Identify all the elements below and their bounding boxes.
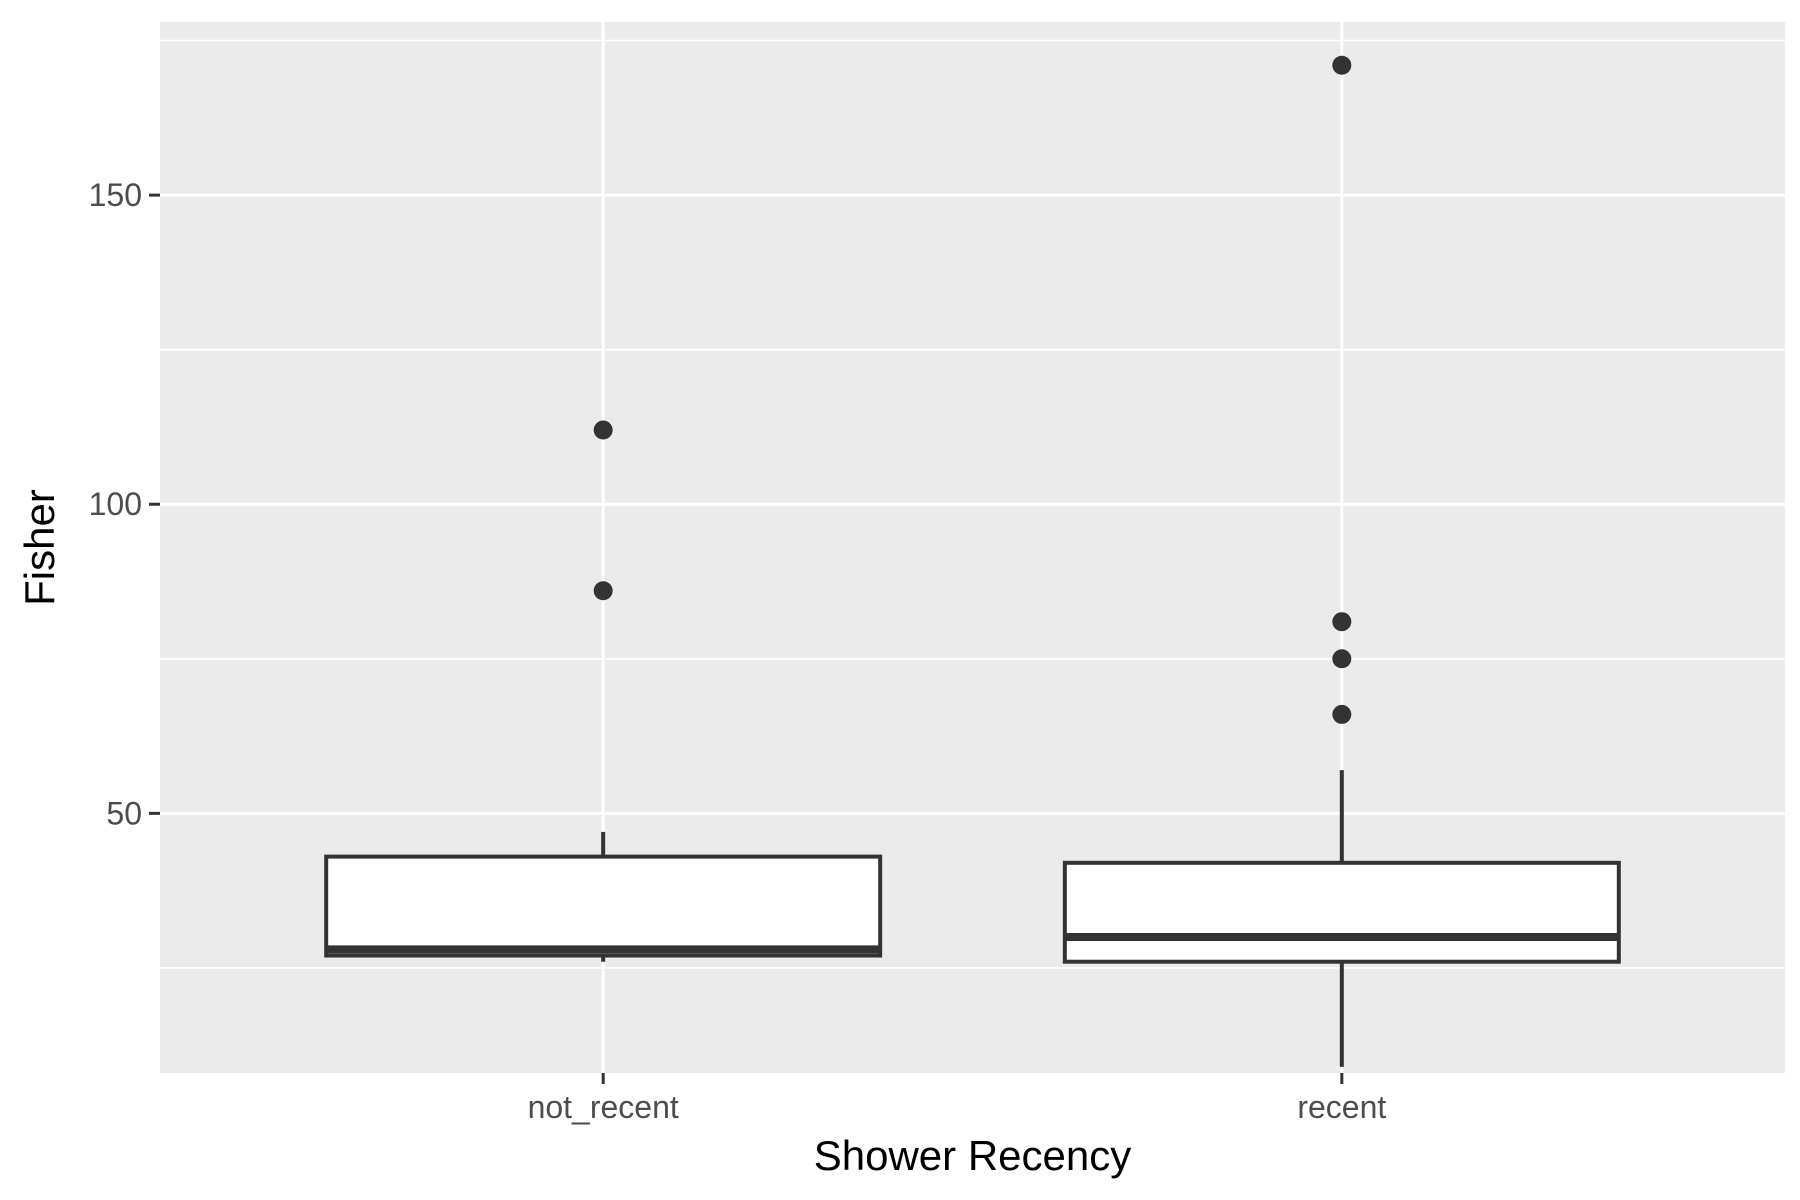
boxes (324, 55, 1621, 1067)
outlier-point (1332, 649, 1352, 669)
y-axis: 50 100 150 (89, 177, 160, 831)
y-axis-title: Fisher (16, 489, 63, 606)
outlier-point (1332, 55, 1352, 75)
y-tick-label: 100 (89, 486, 142, 522)
x-axis: not_recent recent (528, 1073, 1386, 1125)
outlier-point (1332, 704, 1352, 724)
y-tick-label: 150 (89, 177, 142, 213)
outlier-point (1332, 612, 1352, 632)
box-iqr (324, 854, 883, 958)
outlier-point (593, 581, 613, 601)
box-not_recent (324, 420, 883, 962)
outlier-point (593, 420, 613, 440)
x-tick-label: not_recent (528, 1089, 679, 1125)
box-recent (1062, 55, 1621, 1067)
x-tick-label: recent (1297, 1089, 1386, 1125)
x-axis-title: Shower Recency (814, 1132, 1131, 1179)
grid-minor (160, 39, 1785, 969)
y-tick-label: 50 (106, 795, 142, 831)
box-iqr (1062, 860, 1621, 964)
